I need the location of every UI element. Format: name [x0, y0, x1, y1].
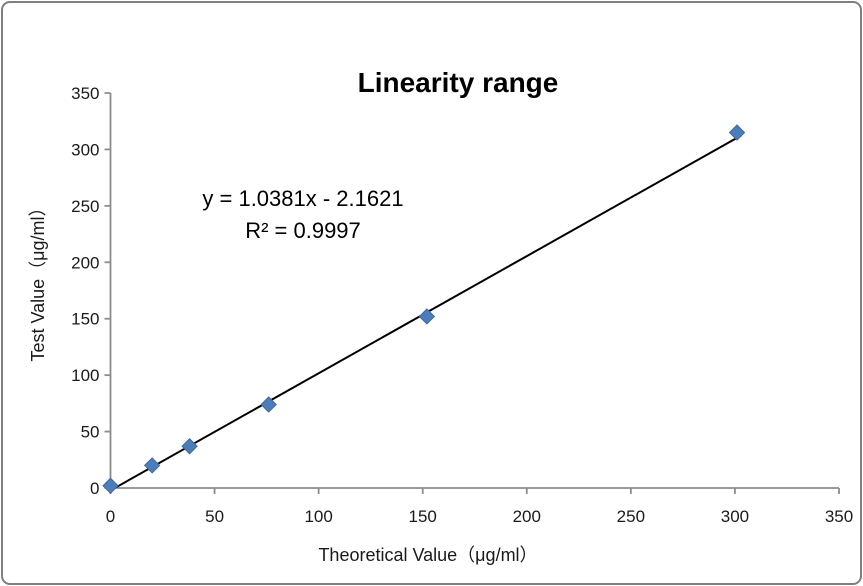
data-point-marker	[728, 124, 746, 141]
x-tick-label: 100	[304, 507, 332, 526]
y-tick-label: 200	[71, 253, 99, 272]
y-tick-label: 0	[90, 479, 99, 498]
trendline-annotation: y = 1.0381x - 2.1621 R² = 0.9997	[173, 183, 433, 247]
data-point-marker	[143, 457, 161, 474]
data-point-marker	[418, 308, 436, 325]
chart-title: Linearity range	[357, 67, 559, 98]
x-tick-label: 350	[825, 507, 853, 526]
y-tick-label: 100	[71, 366, 99, 385]
x-tick-label: 50	[205, 507, 224, 526]
y-tick-label: 250	[71, 197, 99, 216]
x-tick-label: 250	[617, 507, 645, 526]
data-point-marker	[260, 396, 277, 413]
y-tick-label: 300	[71, 140, 99, 159]
data-point-marker	[181, 438, 198, 455]
r-squared-value: R² = 0.9997	[245, 218, 361, 243]
x-tick-label: 300	[721, 507, 749, 526]
y-axis-title: Test Value（μg/ml）	[28, 198, 48, 362]
y-tick-label: 50	[81, 423, 100, 442]
trendline-equation: y = 1.0381x - 2.1621	[202, 186, 404, 211]
data-point-marker	[102, 477, 119, 494]
x-tick-label: 150	[409, 507, 437, 526]
x-tick-label: 0	[106, 507, 115, 526]
linearity-scatter-plot: 0 50 100 150 200 250 300 350 0 50 100 150 200 250 300 3…	[71, 84, 853, 526]
x-axis-title: Theoretical Value（μg/ml）	[318, 545, 538, 565]
y-tick-label: 350	[71, 84, 99, 103]
x-tick-label: 200	[513, 507, 541, 526]
y-tick-label: 150	[71, 310, 99, 329]
